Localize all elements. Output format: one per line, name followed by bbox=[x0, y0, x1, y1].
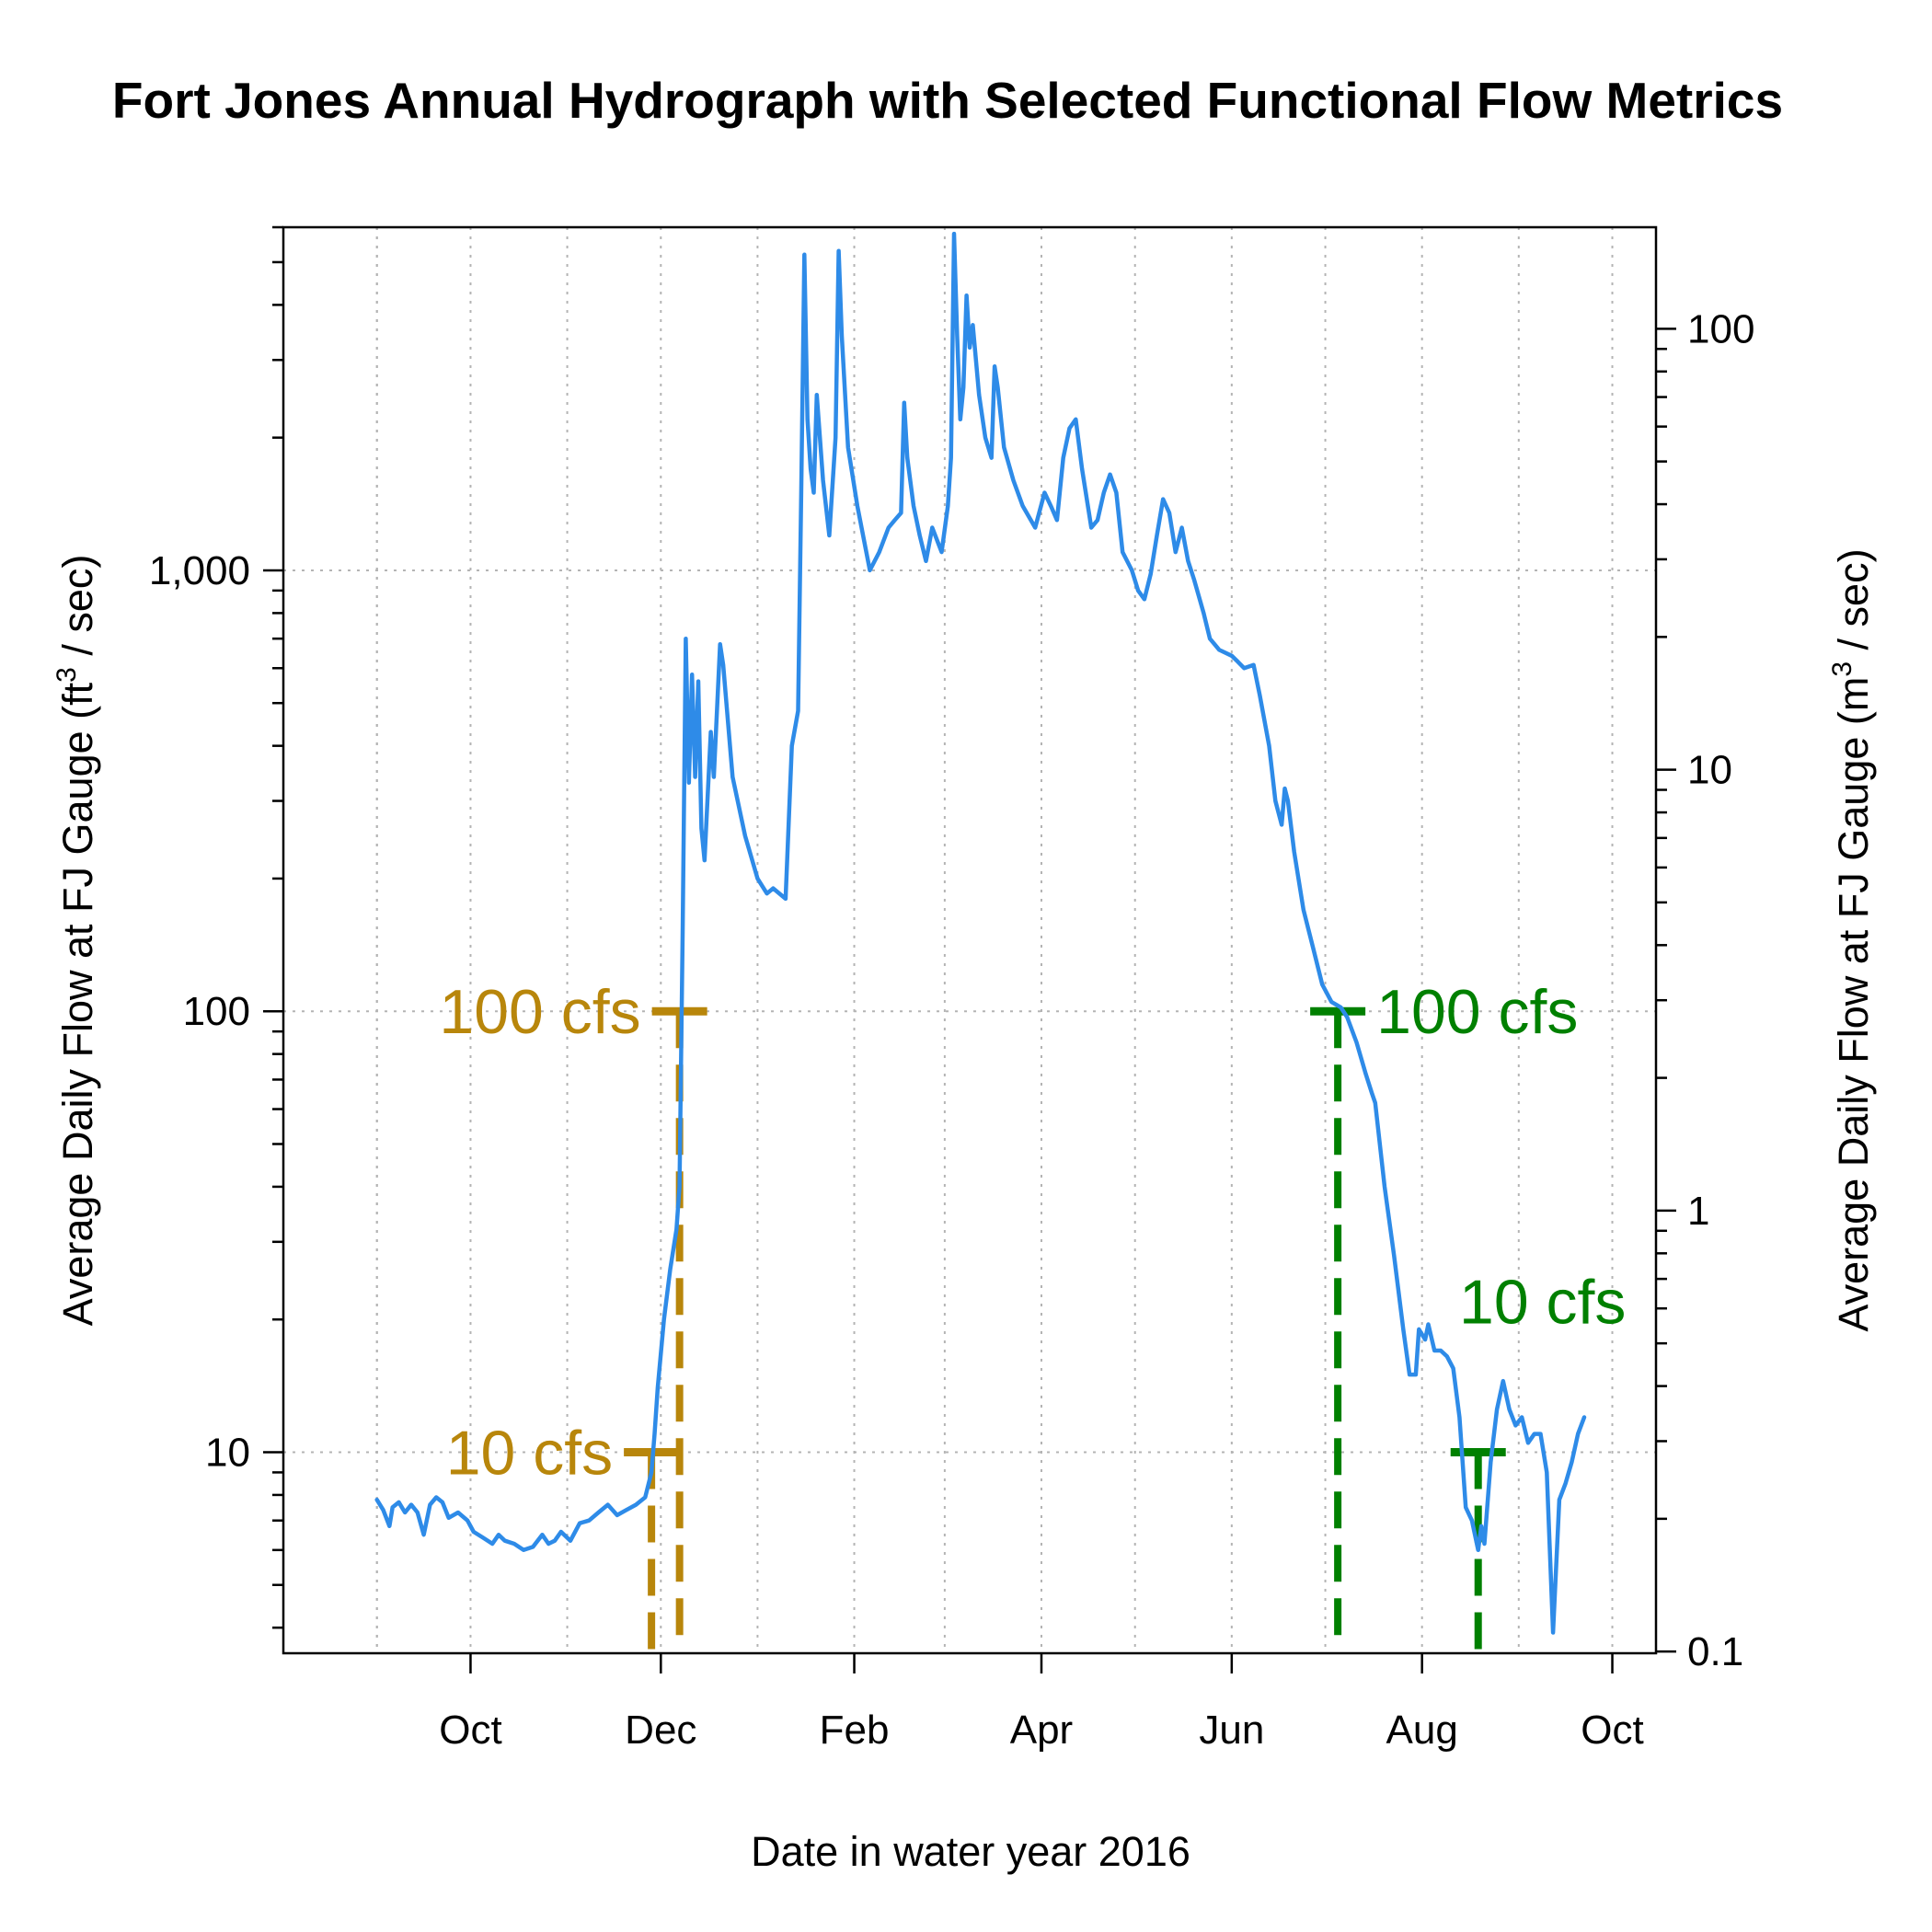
x-tick-label: Aug bbox=[1386, 1708, 1458, 1753]
x-tick-label: Oct bbox=[1581, 1708, 1643, 1753]
grid-lines bbox=[283, 227, 1656, 1653]
series-layer bbox=[374, 231, 1587, 1635]
threshold-label: 10 cfs bbox=[446, 1418, 613, 1488]
right-y-label-base: Average Daily Flow at FJ Gauge (m bbox=[1830, 677, 1877, 1332]
annotation-labels: 100 cfs 10 cfs 100 cfs 10 cfs bbox=[439, 977, 1626, 1488]
y-tick-label: 1,000 bbox=[149, 548, 250, 593]
y-tick-label: 100 bbox=[183, 989, 250, 1034]
x-tick-label: Apr bbox=[1010, 1708, 1073, 1753]
right-y-tick-label: 10 bbox=[1687, 748, 1732, 793]
x-tick-label: Jun bbox=[1199, 1708, 1264, 1753]
plot-frame bbox=[282, 225, 1658, 1655]
x-tick-label: Feb bbox=[820, 1708, 890, 1753]
right-y-label-tail: / sec) bbox=[1830, 548, 1877, 661]
right-y-tick-label: 1 bbox=[1687, 1189, 1709, 1234]
y-tick-label: 10 bbox=[205, 1430, 250, 1475]
left-y-axis-label: Average Daily Flow at FJ Gauge (ft3 / se… bbox=[52, 555, 101, 1327]
left-y-axis: 10 100 1,000 bbox=[149, 225, 283, 1629]
x-axis: Oct Dec Feb Apr Jun Aug Oct bbox=[439, 1653, 1644, 1753]
threshold-label: 100 cfs bbox=[439, 977, 640, 1047]
right-y-label-superscript: 3 bbox=[1827, 661, 1857, 677]
right-y-tick-label: 100 bbox=[1687, 306, 1754, 351]
x-tick-label: Dec bbox=[625, 1708, 696, 1753]
right-y-axis-label: Average Daily Flow at FJ Gauge (m3 / sec… bbox=[1827, 548, 1877, 1331]
right-y-tick-label: 0.1 bbox=[1687, 1629, 1743, 1674]
x-tick-label: Oct bbox=[439, 1708, 501, 1753]
x-axis-label: Date in water year 2016 bbox=[751, 1828, 1190, 1875]
flow-series-line bbox=[374, 231, 1587, 1635]
threshold-label: 100 cfs bbox=[1376, 977, 1578, 1047]
threshold-label: 10 cfs bbox=[1459, 1267, 1626, 1337]
left-y-label-tail: / sec) bbox=[54, 555, 101, 668]
right-y-axis: 0.1 1 10 100 bbox=[1656, 306, 1754, 1674]
left-y-label-superscript: 3 bbox=[52, 667, 82, 683]
chart-title: Fort Jones Annual Hydrograph with Select… bbox=[112, 72, 1783, 129]
left-y-label-base: Average Daily Flow at FJ Gauge (ft bbox=[54, 682, 101, 1326]
annotation-lines bbox=[624, 1006, 1506, 1650]
